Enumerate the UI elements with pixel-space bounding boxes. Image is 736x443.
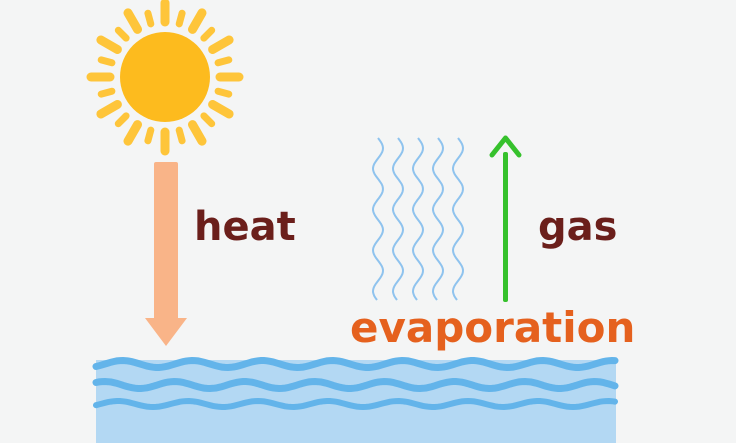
vapor-line xyxy=(391,137,405,301)
gas-arrow xyxy=(489,135,522,302)
water-wave-top xyxy=(92,356,619,372)
vapor-waves-icon xyxy=(371,137,465,301)
water-wave-bottom xyxy=(93,397,618,411)
water-icon xyxy=(92,356,619,443)
vapor-line xyxy=(411,137,425,301)
evaporation-label: evaporation xyxy=(350,303,636,352)
sun-ray xyxy=(123,8,142,34)
heat-label: heat xyxy=(194,204,296,250)
sun-ray xyxy=(144,126,155,145)
sun-ray xyxy=(175,9,186,28)
sun-ray xyxy=(200,112,216,128)
sun-ray xyxy=(114,112,130,128)
sun-rays xyxy=(86,0,244,156)
vapor-line xyxy=(451,137,465,301)
sun-ray xyxy=(214,87,233,98)
sun-ray xyxy=(97,87,116,98)
vapor-line xyxy=(371,137,385,301)
sun-ray xyxy=(144,9,155,28)
gas-label: gas xyxy=(538,204,618,250)
water-wave-middle xyxy=(92,377,619,393)
sun-ray xyxy=(123,120,142,146)
sun-ray xyxy=(96,100,122,119)
sun-ray xyxy=(175,126,186,145)
sun-ray xyxy=(96,35,122,54)
sun-core xyxy=(120,32,210,122)
sun-ray xyxy=(188,8,207,34)
sun-ray xyxy=(208,100,234,119)
sun-icon xyxy=(86,0,244,156)
sun-ray xyxy=(188,120,207,146)
sun-ray xyxy=(200,26,216,42)
vapor-line xyxy=(431,137,445,301)
heat-arrow xyxy=(145,162,187,346)
sun-ray xyxy=(208,35,234,54)
sun-ray xyxy=(214,56,233,67)
sun-ray xyxy=(97,56,116,67)
sun-ray xyxy=(114,26,130,42)
